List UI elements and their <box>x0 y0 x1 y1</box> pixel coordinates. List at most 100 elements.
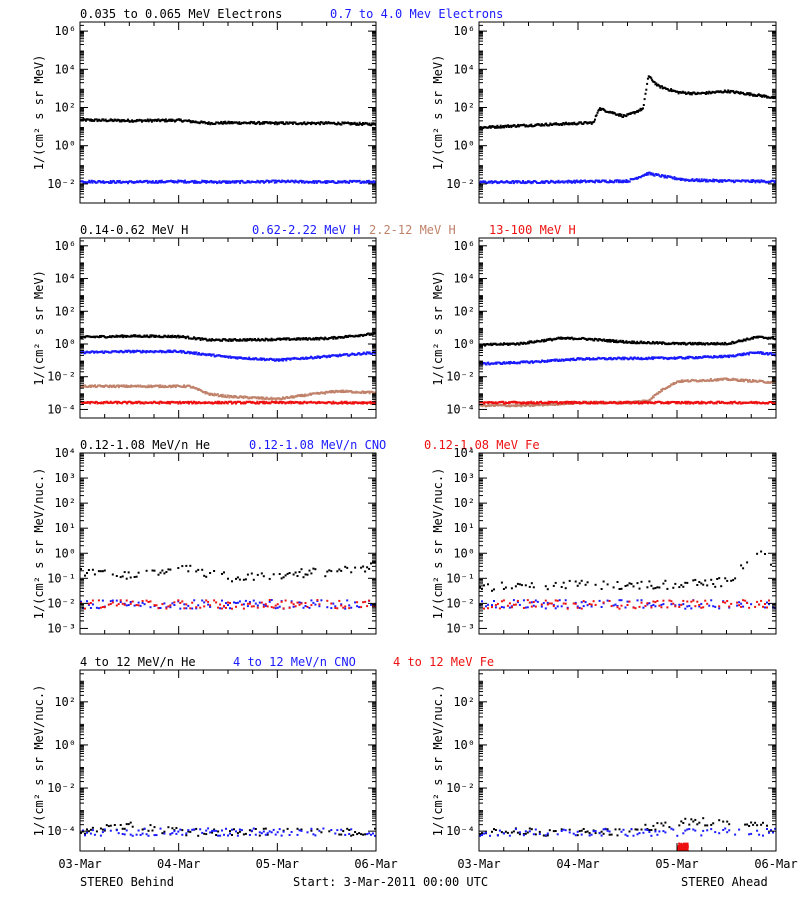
data-point-0.035 to 0.065 MeV Electrons <box>256 122 259 125</box>
data-point-13-100 MeV H <box>108 401 111 404</box>
data-point-2.2-12 MeV H <box>649 398 652 401</box>
data-point-0.14-0.62 MeV H <box>689 341 692 344</box>
data-point-2.2-12 MeV H <box>549 403 552 406</box>
data-point-0.62-2.22 MeV H <box>289 358 292 361</box>
data-point-0.7 to 4.0 Mev Electrons <box>570 181 573 184</box>
data-point-0.035 to 0.065 MeV Electrons <box>323 122 326 125</box>
data-point-0.7 to 4.0 Mev Electrons <box>617 179 620 182</box>
data-point-0.62-2.22 MeV H <box>742 354 745 357</box>
legend-low-heavy-1: 0.12-1.08 MeV/n CNO <box>249 438 386 452</box>
data-point-2.2-12 MeV H <box>720 377 723 380</box>
data-point-0.7 to 4.0 Mev Electrons <box>280 181 283 184</box>
data-point-0.62-2.22 MeV H <box>720 354 723 357</box>
data-point-0.035 to 0.065 MeV Electrons <box>499 124 502 127</box>
data-point-2.2-12 MeV H <box>264 398 267 401</box>
data-point-0.7 to 4.0 Mev Electrons <box>541 180 543 183</box>
data-point-2.2-12 MeV H <box>230 395 233 397</box>
data-point-0.7 to 4.0 Mev Electrons <box>699 180 702 183</box>
y-tick-label: 10² <box>54 101 76 115</box>
data-point-2.2-12 MeV H <box>113 384 115 387</box>
data-point-0.7 to 4.0 Mev Electrons <box>715 178 718 181</box>
data-point-0.035 to 0.065 MeV Electrons <box>705 91 708 93</box>
data-point-2.2-12 MeV H <box>340 389 343 392</box>
data-point-13-100 MeV H <box>731 402 734 405</box>
data-point-2.2-12 MeV H <box>260 396 263 399</box>
data-point-2.2-12 MeV H <box>259 397 262 400</box>
data-point-0.035 to 0.065 MeV Electrons <box>719 90 722 93</box>
data-point-0.7 to 4.0 Mev Electrons <box>679 177 682 180</box>
data-point-0.7 to 4.0 Mev Electrons <box>579 181 582 184</box>
data-point-0.7 to 4.0 Mev Electrons <box>717 179 720 182</box>
data-point-0.035 to 0.065 MeV Electrons <box>120 120 123 123</box>
data-point-0.14-0.62 MeV H <box>660 341 663 344</box>
data-point-0.7 to 4.0 Mev Electrons <box>624 181 627 183</box>
data-point-0.7 to 4.0 Mev Electrons <box>757 179 760 182</box>
data-point-0.7 to 4.0 Mev Electrons <box>664 174 667 177</box>
y-tick-label: 10⁰ <box>54 139 76 153</box>
data-point-0.14-0.62 MeV H <box>624 341 627 344</box>
data-point-2.2-12 MeV H <box>169 386 172 389</box>
data-point-13-100 MeV H <box>223 402 226 405</box>
data-point-0.14-0.62 MeV H <box>129 335 132 338</box>
data-point-0.62-2.22 MeV H <box>328 354 331 357</box>
data-point-0.7 to 4.0 Mev Electrons <box>108 181 111 184</box>
data-point-0.62-2.22 MeV H <box>561 358 564 361</box>
data-point-2.2-12 MeV H <box>508 404 510 407</box>
y-tick-label: 10⁻² <box>47 370 76 384</box>
data-point-0.14-0.62 MeV H <box>630 342 633 345</box>
data-point-0.035 to 0.065 MeV Electrons <box>639 107 642 110</box>
data-point-0.7 to 4.0 Mev Electrons <box>660 175 663 178</box>
data-point-13-100 MeV H <box>143 402 146 405</box>
data-point-0.14-0.62 MeV H <box>682 343 685 346</box>
y-tick-label: 10² <box>54 304 76 318</box>
data-point-0.62-2.22 MeV H <box>694 357 697 360</box>
data-point-0.7 to 4.0 Mev Electrons <box>578 180 581 183</box>
data-point-0.035 to 0.065 MeV Electrons <box>238 121 241 124</box>
legend-protons-1: 0.62-2.22 MeV H <box>252 223 360 237</box>
data-point-0.7 to 4.0 Mev Electrons <box>608 179 611 182</box>
panel-electrons-behind: 10⁻² 10⁰ 10² 10⁴ 10⁶ 1/(cm² s sr MeV) <box>32 21 377 204</box>
data-point-0.035 to 0.065 MeV Electrons <box>765 95 768 98</box>
data-point-0.14-0.62 MeV H <box>143 334 146 337</box>
data-point-0.7 to 4.0 Mev Electrons <box>695 178 698 181</box>
data-point-0.7 to 4.0 Mev Electrons <box>584 179 587 182</box>
data-point-0.035 to 0.065 MeV Electrons <box>273 123 276 126</box>
data-point-0.7 to 4.0 Mev Electrons <box>479 181 481 184</box>
data-point-0.14-0.62 MeV H <box>151 334 154 337</box>
data-point-13-100 MeV H <box>315 402 318 405</box>
data-point-2.2-12 MeV H <box>520 405 523 408</box>
data-point-0.14-0.62 MeV H <box>701 343 704 346</box>
data-point-0.62-2.22 MeV H <box>719 356 722 359</box>
data-point-0.7 to 4.0 Mev Electrons <box>325 180 328 183</box>
data-point-0.14-0.62 MeV H <box>697 343 700 346</box>
data-point-13-100 MeV H <box>244 401 247 404</box>
data-point-0.14-0.62 MeV H <box>712 343 715 346</box>
data-point-0.62-2.22 MeV H <box>518 362 521 365</box>
data-point-0.14-0.62 MeV H <box>306 338 309 341</box>
data-point-0.62-2.22 MeV H <box>103 351 106 354</box>
data-point-0.14-0.62 MeV H <box>315 338 318 341</box>
data-point-13-100 MeV H <box>188 402 190 405</box>
data-point-0.035 to 0.065 MeV Electrons <box>355 123 358 126</box>
data-point-0.14-0.62 MeV H <box>125 336 128 338</box>
data-point-13-100 MeV H <box>255 401 258 404</box>
data-point-0.14-0.62 MeV H <box>696 342 699 345</box>
data-point-0.14-0.62 MeV H <box>752 337 754 340</box>
data-point-0.14-0.62 MeV H <box>591 338 594 341</box>
data-point-0.62-2.22 MeV H <box>210 354 213 357</box>
data-point-0.14-0.62 MeV H <box>661 342 663 345</box>
data-point-0.14-0.62 MeV H <box>315 336 317 339</box>
data-point-2.2-12 MeV H <box>233 396 236 399</box>
data-point-0.035 to 0.065 MeV Electrons <box>590 122 593 125</box>
data-point-13-100 MeV H <box>709 401 711 404</box>
data-point-0.62-2.22 MeV H <box>277 358 280 361</box>
data-point-0.14-0.62 MeV H <box>491 343 494 346</box>
data-point-13-100 MeV H <box>345 400 348 403</box>
data-point-13-100 MeV H <box>730 401 733 404</box>
data-point-0.62-2.22 MeV H <box>260 358 263 361</box>
data-point-0.7 to 4.0 Mev Electrons <box>535 180 538 183</box>
data-point-0.7 to 4.0 Mev Electrons <box>273 181 276 184</box>
data-point-2.2-12 MeV H <box>204 392 207 395</box>
data-point-0.7 to 4.0 Mev Electrons <box>621 179 624 182</box>
data-point-0.7 to 4.0 Mev Electrons <box>115 181 118 184</box>
